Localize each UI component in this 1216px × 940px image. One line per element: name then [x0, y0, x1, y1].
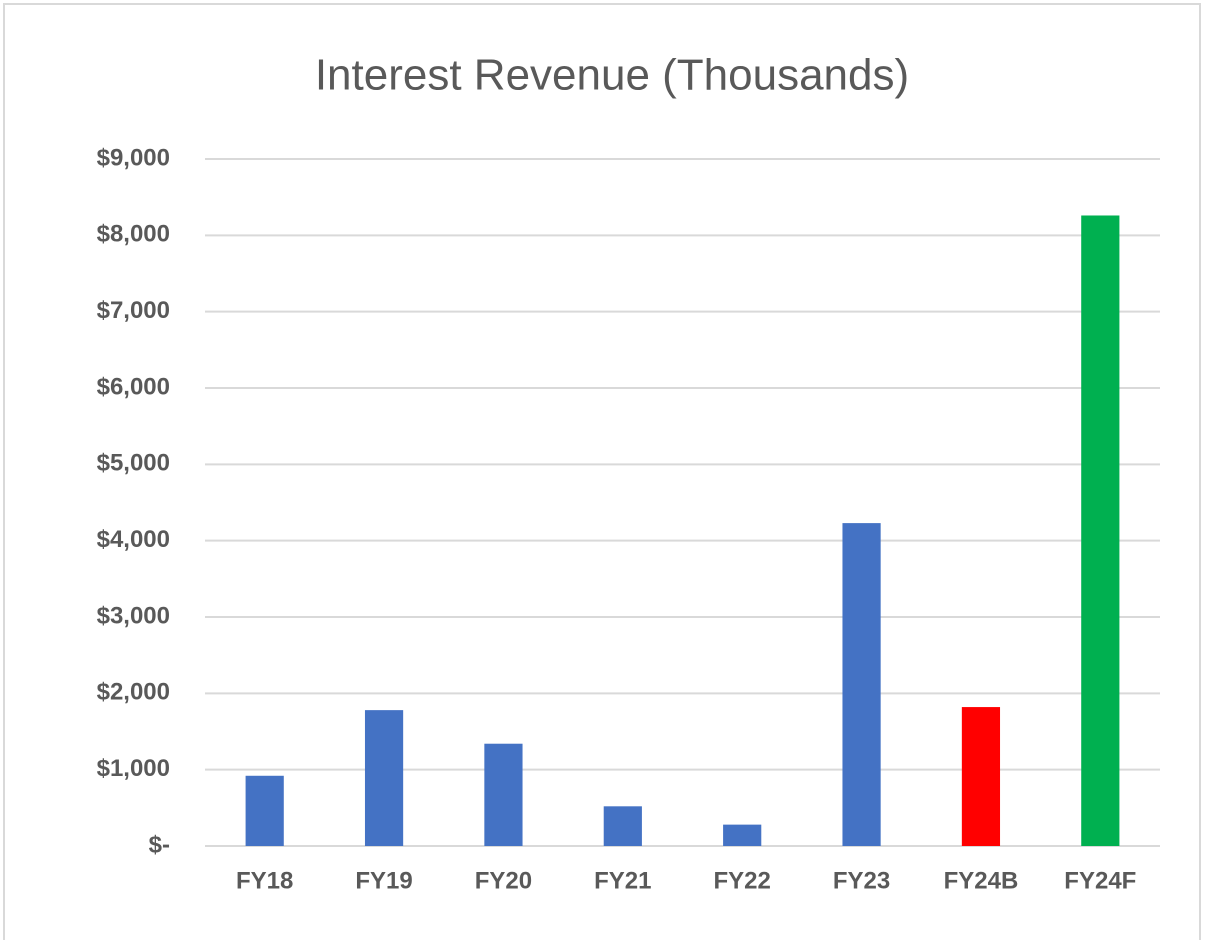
y-tick-label: $4,000: [97, 526, 170, 553]
y-tick-label: $-: [149, 831, 170, 858]
bar: [842, 523, 881, 846]
x-tick-label: FY24B: [944, 867, 1019, 894]
y-tick-label: $9,000: [97, 144, 170, 171]
bar: [603, 806, 642, 846]
chart-frame: [3, 3, 1201, 940]
y-tick-label: $7,000: [97, 297, 170, 324]
x-tick-label: FY21: [594, 867, 651, 894]
y-tick-label: $3,000: [97, 602, 170, 629]
y-tick-label: $6,000: [97, 373, 170, 400]
y-tick-label: $8,000: [97, 221, 170, 248]
x-tick-label: FY22: [714, 867, 771, 894]
bar: [245, 775, 284, 846]
bar: [484, 743, 523, 846]
bar: [723, 824, 762, 846]
y-tick-label: $1,000: [97, 755, 170, 782]
y-tick-label: $5,000: [97, 450, 170, 477]
x-tick-label: FY20: [475, 867, 532, 894]
bar: [961, 707, 1001, 846]
bar: [1081, 215, 1120, 846]
x-tick-label: FY24F: [1064, 867, 1136, 894]
x-tick-label: FY18: [236, 867, 293, 894]
chart-title: Interest Revenue (Thousands): [315, 51, 909, 100]
y-tick-label: $2,000: [97, 679, 170, 706]
bar: [364, 710, 404, 846]
x-tick-label: FY23: [833, 867, 890, 894]
x-tick-label: FY19: [355, 867, 412, 894]
